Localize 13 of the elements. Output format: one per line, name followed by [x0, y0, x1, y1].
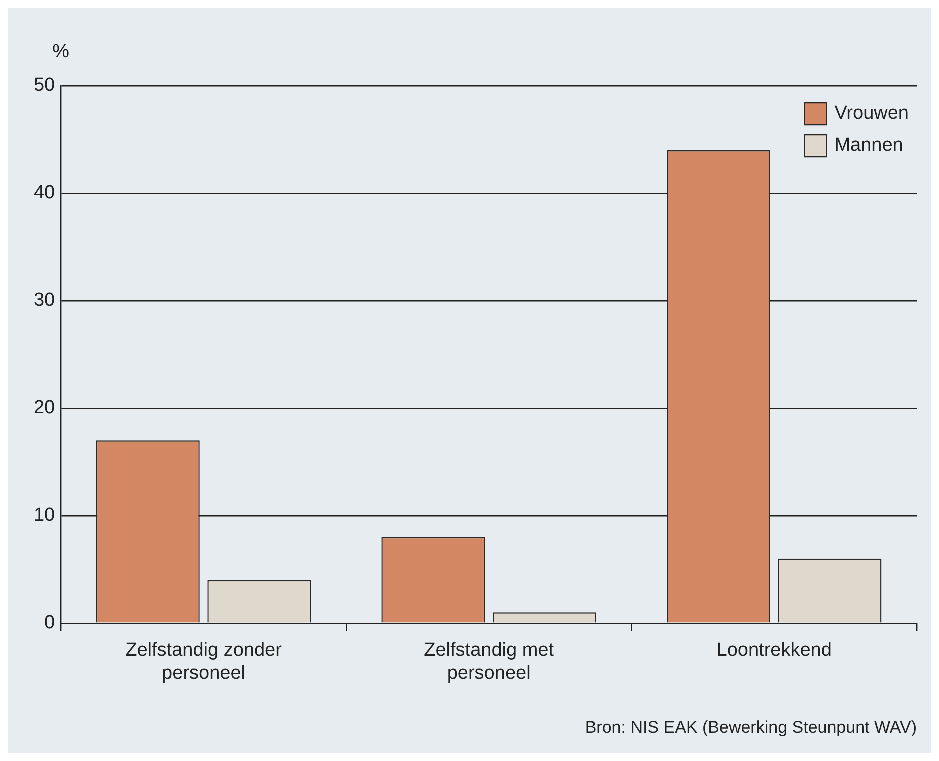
x-tick-label: Loontrekkend [716, 640, 832, 662]
y-tick-label: 10 [34, 505, 56, 526]
y-axis-title: % [52, 42, 70, 63]
legend-label: Vrouwen [834, 103, 910, 124]
y-tick-label: 50 [34, 75, 56, 96]
y-tick-label: 0 [44, 612, 56, 634]
x-tick-label: Zelfstandig zonder personeel [126, 640, 283, 684]
x-tick-label: Zelfstandig met personeel [424, 640, 555, 684]
text: Bron: NIS EAK (Bewerking Steunpunt WAV) [585, 718, 917, 738]
y-tick-label: 40 [34, 182, 56, 204]
y-tick-label: 20 [34, 398, 56, 419]
legend-label: Mannen [834, 135, 904, 156]
y-tick-label: 30 [34, 290, 56, 312]
